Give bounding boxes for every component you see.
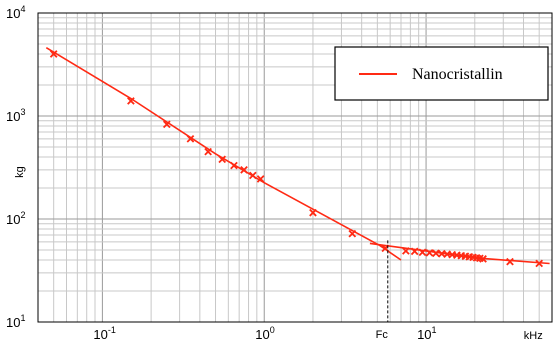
data-point <box>535 259 544 268</box>
fc-label: Fc <box>376 329 389 341</box>
series-layer <box>45 47 550 268</box>
y-tick-label: 104 <box>6 4 25 21</box>
y-tick-label: 101 <box>6 313 25 330</box>
data-point <box>348 229 357 238</box>
data-point <box>309 208 317 217</box>
data-point <box>49 50 58 58</box>
legend-box <box>334 46 549 101</box>
x-tick-label: 10-1 <box>93 325 115 342</box>
data-point <box>240 166 248 174</box>
data-point <box>425 248 434 257</box>
y-tick-label: 103 <box>6 107 25 124</box>
data-point <box>218 155 227 164</box>
data-point <box>186 135 195 143</box>
data-point <box>256 175 265 183</box>
data-point <box>127 97 135 105</box>
legend-label-nanocristallin: Nanocristallin <box>412 66 503 83</box>
data-point <box>162 120 171 129</box>
y-tick-label: 102 <box>6 210 25 227</box>
data-point <box>402 247 410 255</box>
legend: Nanocristallin <box>334 46 549 101</box>
x-axis-label: kHz <box>524 330 543 342</box>
annotation-layer: Fc <box>376 240 389 341</box>
series-line-nanocristallin <box>45 47 402 261</box>
data-point <box>479 255 487 263</box>
x-tick-label: 100 <box>255 325 274 342</box>
y-axis-label: kg <box>14 166 26 178</box>
data-point <box>506 257 514 266</box>
data-point <box>418 248 427 257</box>
x-tick-label: 101 <box>417 325 436 342</box>
data-point <box>248 171 257 180</box>
data-point <box>410 247 419 256</box>
data-point <box>230 161 238 170</box>
data-point <box>204 147 212 156</box>
plot-frame <box>37 12 553 323</box>
